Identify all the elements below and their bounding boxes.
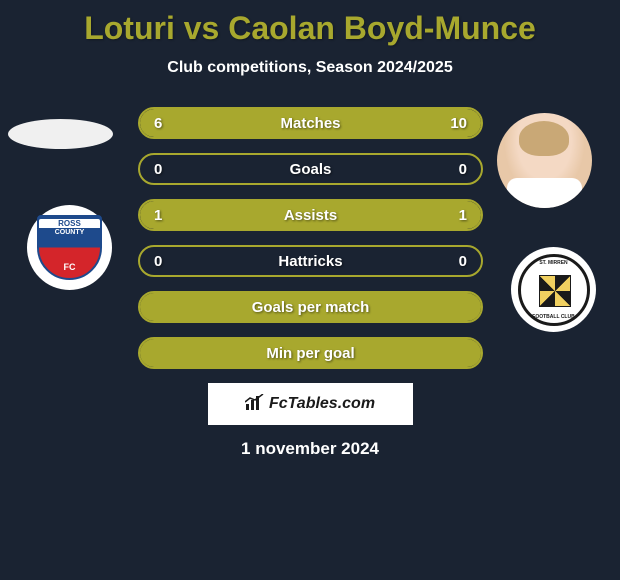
stats-container: 6Matches100Goals01Assists10Hattricks0Goa… (138, 107, 483, 369)
crest-top-text: ST. MIRREN (521, 260, 587, 266)
stat-label: Goals per match (140, 299, 481, 316)
stat-bar: 1Assists1 (138, 199, 483, 231)
stat-label: Assists (140, 207, 481, 224)
crest-bottom-text: FOOTBALL CLUB (521, 314, 587, 320)
stat-label: Hattricks (140, 253, 481, 270)
stat-label: Matches (140, 115, 481, 132)
club-badge-right: ST. MIRREN FOOTBALL CLUB (511, 247, 596, 332)
st-mirren-crest: ST. MIRREN FOOTBALL CLUB (518, 254, 590, 326)
club-badge-left: FC (27, 205, 112, 290)
stat-value-right: 0 (459, 253, 467, 270)
chart-icon (245, 394, 265, 415)
stat-value-right: 10 (450, 115, 467, 132)
stat-value-right: 0 (459, 161, 467, 178)
watermark-text: FcTables.com (269, 395, 375, 413)
ross-county-crest: FC (37, 215, 102, 280)
crest-fc-text: FC (39, 262, 100, 272)
stat-label: Min per goal (140, 345, 481, 362)
stat-bar: Min per goal (138, 337, 483, 369)
stat-bar: 0Hattricks0 (138, 245, 483, 277)
stat-bar: 6Matches10 (138, 107, 483, 139)
page-title: Loturi vs Caolan Boyd-Munce (0, 0, 620, 47)
stat-bar: 0Goals0 (138, 153, 483, 185)
comparison-content: FC ST. MIRREN FOOTBALL CLUB 6Matches100G… (0, 107, 620, 369)
stat-bar: Goals per match (138, 291, 483, 323)
player-photo-right (497, 113, 592, 208)
stat-label: Goals (140, 161, 481, 178)
stat-value-right: 1 (459, 207, 467, 224)
player-photo-left (8, 119, 113, 149)
subtitle: Club competitions, Season 2024/2025 (0, 59, 620, 77)
watermark: FcTables.com (208, 383, 413, 425)
date-text: 1 november 2024 (0, 439, 620, 459)
